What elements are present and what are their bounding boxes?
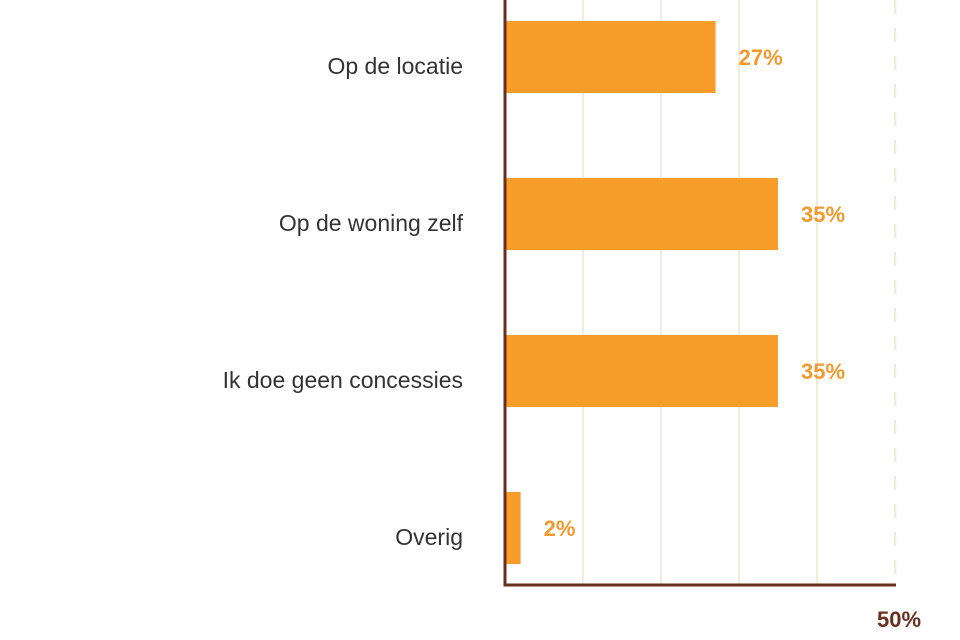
value-label: 35% (801, 202, 845, 227)
category-label: Op de woning zelf (279, 210, 464, 236)
axes (503, 0, 896, 587)
value-label: 2% (544, 516, 576, 541)
category-label: Overig (395, 524, 463, 550)
x-tick-label: 50% (877, 607, 921, 632)
bars (505, 21, 778, 564)
category-label: Ik doe geen concessies (223, 367, 463, 393)
bar (505, 335, 778, 407)
category-label: Op de locatie (327, 53, 463, 79)
bar (505, 178, 778, 250)
value-label: 35% (801, 359, 845, 384)
labels: Op de locatie 27% Op de woning zelf 35% Ik d… (223, 45, 921, 632)
gridlines (582, 0, 897, 585)
value-label: 27% (739, 45, 783, 70)
bar (505, 21, 716, 93)
bar (505, 492, 521, 564)
